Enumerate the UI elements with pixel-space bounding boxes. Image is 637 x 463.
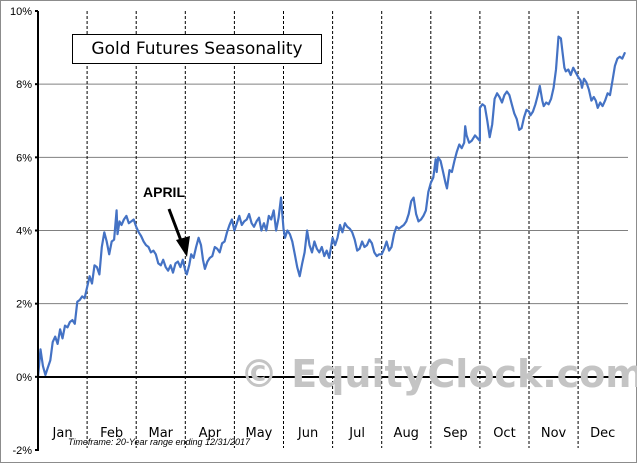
annotation-label: APRIL	[143, 184, 185, 200]
chart-title: Gold Futures Seasonality	[91, 39, 303, 59]
month-label: Aug	[394, 426, 419, 441]
month-label: Sep	[443, 426, 468, 441]
month-label: Jan	[52, 426, 73, 441]
y-axis-labels: 10% 8% 6% 4% 2% 0% -2%	[10, 6, 38, 457]
month-label: Nov	[541, 426, 567, 441]
month-label: Oct	[493, 426, 515, 441]
watermark: © EquityClock.com	[240, 352, 637, 396]
seasonality-line	[36, 35, 626, 378]
y-tick-label: 8%	[16, 79, 32, 91]
x-axis-labels: Jan Feb Mar Apr May Jun Jul Aug Sep Oct Nov Dec	[52, 426, 616, 441]
annotation-arrow-icon	[167, 208, 190, 257]
y-tick-label: 6%	[16, 152, 32, 164]
month-label: Dec	[590, 426, 615, 441]
month-label: Mar	[148, 426, 173, 441]
month-label: Apr	[199, 426, 222, 441]
vertical-gridlines	[86, 11, 579, 448]
y-tick-label: 10%	[10, 6, 32, 18]
month-label: Jun	[297, 426, 318, 441]
chart-title-box: Gold Futures Seasonality	[72, 34, 322, 64]
timeframe-note: Timeframe: 20-Year range ending 12/31/20…	[68, 437, 251, 447]
month-label: Feb	[100, 426, 123, 441]
y-tick-label: 4%	[16, 226, 32, 238]
y-tick-label: -2%	[12, 445, 32, 457]
month-label: May	[246, 426, 273, 441]
month-label: Jul	[348, 426, 365, 441]
y-tick-label: 0%	[16, 372, 32, 384]
y-tick-label: 2%	[16, 299, 32, 311]
